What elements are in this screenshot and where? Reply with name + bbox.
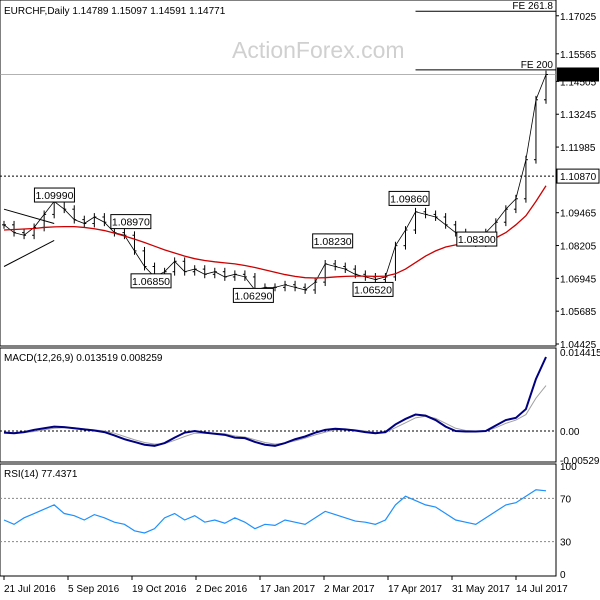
macd-panel xyxy=(0,347,557,463)
rsi-y-tick-label: 70 xyxy=(560,494,572,505)
annotation: 1.06290 xyxy=(232,287,274,303)
annotation-label: 1.06520 xyxy=(354,284,392,296)
price-layer: 1.17025 1.15565 1.14505 1.13245 1.11985 1.094… xyxy=(0,1,600,351)
watermark: ActionForex.com xyxy=(232,37,405,63)
annotation-box xyxy=(110,214,152,230)
x-tick-label: 14 Jul 2017 xyxy=(516,584,568,595)
annotation-box xyxy=(352,281,394,297)
support-level-label: 1.10870 xyxy=(560,172,597,183)
macd-title: MACD(12,26,9) 0.013519 0.008259 xyxy=(4,353,163,364)
annotation-box xyxy=(312,233,354,249)
macd-y-tick-label: 0.014415 xyxy=(560,348,600,359)
rsi-title: RSI(14) 77.4371 xyxy=(4,469,78,480)
triangle-line-lower xyxy=(3,240,55,267)
price-y-tick-label: 1.15565 xyxy=(560,50,597,61)
price-title: EURCHF,Daily 1.14789 1.15097 1.14591 1.1… xyxy=(4,6,226,17)
macd-y-tick-label: 0.00 xyxy=(560,427,580,438)
x-tick-label: 19 Oct 2016 xyxy=(132,584,187,595)
annotation-label: 1.06850 xyxy=(132,276,170,288)
rsi-panel xyxy=(0,463,557,577)
price-y-tick-label: 1.14505 xyxy=(560,77,597,88)
annotation-label: 1.09860 xyxy=(390,193,428,205)
price-line xyxy=(3,74,547,291)
x-tick-label: 17 Jan 2017 xyxy=(260,584,315,595)
annotation-box xyxy=(33,187,75,203)
annotation: 1.09990 xyxy=(33,187,75,203)
price-y-tick-label: 1.08205 xyxy=(560,242,597,253)
x-tick-label: 2 Mar 2017 xyxy=(324,584,375,595)
price-y-tick-label: 1.13245 xyxy=(560,110,597,121)
price-panel xyxy=(0,0,557,347)
macd-line xyxy=(3,356,547,447)
annotation: 1.08970 xyxy=(110,214,152,230)
annotation: 1.06520 xyxy=(352,281,394,297)
annotation-label: 1.08300 xyxy=(458,234,496,246)
fib-level-label: FE 200 xyxy=(521,60,554,71)
support-level-box xyxy=(556,168,600,184)
fib-level-label: FE 261.8 xyxy=(512,1,553,12)
current-price-label: 1.14771 xyxy=(560,70,597,81)
annotation: 1.08230 xyxy=(312,233,354,249)
price-y-tick-label: 1.11985 xyxy=(560,143,596,154)
rsi-y-tick-label: 0 xyxy=(560,570,566,581)
macd-layer: 0.014415 0.00 -0.00529 xyxy=(0,348,600,467)
annotation-box xyxy=(130,273,172,289)
annotation: 1.08300 xyxy=(456,231,498,247)
annotation-label: 1.08230 xyxy=(314,236,352,248)
x-axis: 21 Jul 2016 5 Sep 2016 19 Oct 2016 2 Dec 20… xyxy=(3,576,568,595)
current-price-box xyxy=(557,67,599,82)
x-tick-label: 17 Apr 2017 xyxy=(388,584,442,595)
x-tick-label: 21 Jul 2016 xyxy=(4,584,56,595)
price-y-tick-label: 1.09465 xyxy=(560,209,597,220)
rsi-line xyxy=(3,489,547,534)
price-y-tick-label: 1.05685 xyxy=(560,307,597,318)
moving-average-line xyxy=(3,185,547,279)
price-y-tick-label: 1.04425 xyxy=(560,340,597,351)
rsi-layer: 100 70 30 0 xyxy=(0,462,577,581)
annotation: 1.09860 xyxy=(388,190,430,206)
rsi-y-tick-label: 30 xyxy=(560,538,572,549)
annotation-box xyxy=(456,231,498,247)
price-y-tick-label: 1.06945 xyxy=(560,274,597,285)
annotation-label: 1.09990 xyxy=(35,190,73,202)
x-tick-label: 31 May 2017 xyxy=(452,584,510,595)
price-y-tick-label: 1.17025 xyxy=(560,12,597,23)
x-tick-label: 2 Dec 2016 xyxy=(196,584,248,595)
annotation-label: 1.06290 xyxy=(234,290,272,302)
x-tick-label: 5 Sep 2016 xyxy=(68,584,120,595)
rsi-y-tick-label: 100 xyxy=(560,462,577,473)
annotation-label: 1.08970 xyxy=(112,217,150,229)
annotation-box xyxy=(388,190,430,206)
annotation-box xyxy=(232,287,274,303)
annotation: 1.06850 xyxy=(130,273,172,289)
macd-y-tick-label: -0.00529 xyxy=(560,456,600,467)
triangle-line-upper xyxy=(3,208,55,224)
